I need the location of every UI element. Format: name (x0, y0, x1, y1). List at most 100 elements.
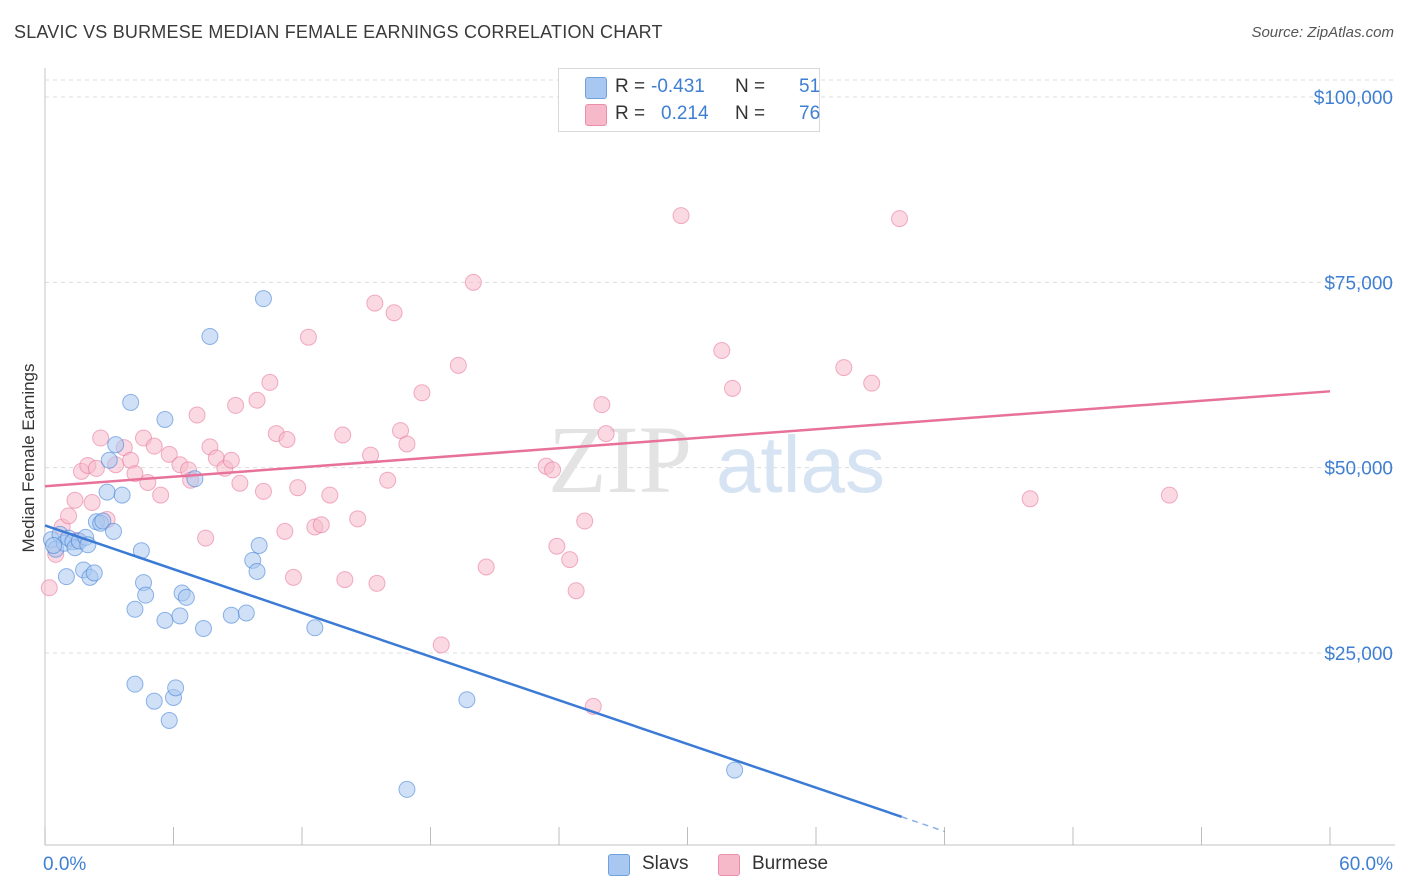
burmese-point (477, 558, 495, 576)
axes (44, 68, 1395, 846)
burmese-point (197, 529, 215, 547)
burmese-point (126, 465, 144, 483)
chart-title: SLAVIC VS BURMESE MEDIAN FEMALE EARNINGS… (14, 22, 663, 42)
burmese-point (289, 479, 307, 497)
slavs-point (726, 761, 744, 779)
slavs-point (398, 780, 416, 798)
slavs-point (186, 470, 204, 488)
slavs-point (98, 483, 116, 501)
watermark-atlas: atlas (716, 420, 885, 509)
burmese-point (368, 574, 386, 592)
slavs-point (156, 410, 174, 428)
x-tick-labels: 0.0% 60.0% (43, 854, 1393, 875)
legend-r-value: -0.431 (651, 76, 705, 97)
x-tick-label: 60.0% (1339, 854, 1393, 875)
burmese-point (835, 359, 853, 377)
slavs-point (113, 486, 131, 504)
burmese-point (413, 384, 431, 402)
burmese-point (145, 437, 163, 455)
y-tick-label: $50,000 (1324, 459, 1393, 480)
slavs-point (194, 620, 212, 638)
burmese-point (83, 494, 101, 512)
burmese-point (891, 210, 909, 228)
slavs-trend-line (44, 524, 903, 819)
burmese-point (312, 516, 330, 534)
burmese-point (66, 491, 84, 509)
grid-lines (45, 79, 1395, 654)
burmese-point (713, 342, 731, 360)
y-tick-labels: $25,000 $50,000 $75,000 $100,000 (1314, 88, 1393, 665)
slavs-point (171, 607, 189, 625)
burmese-point (276, 522, 294, 540)
burmese-point (576, 512, 594, 530)
watermark-zip: ZIP (548, 406, 692, 513)
burmese-point (334, 426, 352, 444)
slavs-point (306, 619, 324, 637)
slavs-point (85, 564, 103, 582)
correlation-legend: R = -0.431 N = 51 R = 0.214 N = 76 (558, 68, 820, 132)
legend-n-label: N = (735, 103, 766, 124)
burmese-point (248, 391, 266, 409)
burmese-point (449, 356, 467, 374)
legend-row-burmese: R = 0.214 N = 76 (585, 102, 820, 126)
burmese-point (92, 429, 110, 447)
burmese-point (1160, 486, 1178, 504)
bottom-legend-burmese: Burmese (718, 852, 848, 878)
slavs-point (254, 290, 272, 308)
burmese-point (398, 435, 416, 453)
y-axis-label: Median Female Earnings (19, 364, 38, 553)
burmese-point (561, 551, 579, 569)
slavs-point (105, 522, 123, 540)
burmese-point (723, 379, 741, 397)
burmese-point (139, 473, 157, 491)
burmese-point (432, 636, 450, 654)
burmese-point (227, 396, 245, 414)
burmese-point (385, 304, 403, 322)
burmese-trend-line (44, 390, 1331, 488)
series-slavs-points (42, 290, 744, 798)
trend-lines (44, 390, 1331, 833)
burmese-point (254, 482, 272, 500)
slavs-point (126, 600, 144, 618)
slavs-point (100, 451, 118, 469)
slavs-point (156, 611, 174, 629)
burmese-point (863, 374, 881, 392)
burmese-point (548, 537, 566, 555)
slavs-point (167, 679, 185, 697)
burmese-point (222, 451, 240, 469)
slavs-point (45, 537, 63, 555)
slavs-point (222, 606, 240, 624)
legend-n-label: N = (735, 76, 766, 97)
burmese-point (60, 507, 78, 525)
burmese-point (672, 207, 690, 225)
slavs-point (160, 711, 178, 729)
legend-swatch-slavs (585, 77, 607, 99)
burmese-point (593, 396, 611, 414)
source-label: Source: ZipAtlas.com (1251, 24, 1394, 41)
burmese-point (188, 406, 206, 424)
burmese-point (379, 471, 397, 489)
slavs-point (145, 692, 163, 710)
burmese-point (464, 273, 482, 291)
x-tick-label: 0.0% (43, 854, 86, 875)
burmese-point (40, 579, 58, 597)
burmese-point (152, 486, 170, 504)
legend-n-value: 51 (799, 76, 821, 97)
burmese-point (597, 425, 615, 443)
burmese-point (544, 461, 562, 479)
burmese-point (87, 459, 105, 477)
burmese-point (261, 373, 279, 391)
y-tick-label: $100,000 (1314, 88, 1393, 109)
burmese-point (160, 445, 178, 463)
slavs-point (201, 327, 219, 345)
legend-r-label: R = (615, 103, 646, 124)
legend-r-label: R = (615, 76, 646, 97)
bottom-legend-slavs: Slavs (608, 852, 708, 878)
slavs-point (177, 588, 195, 606)
bottom-legend-label-burmese: Burmese (752, 853, 829, 874)
burmese-point (278, 430, 296, 448)
slavs-point (107, 436, 125, 454)
burmese-point (1021, 490, 1039, 508)
burmese-point (299, 328, 317, 346)
slavs-point (57, 568, 75, 586)
